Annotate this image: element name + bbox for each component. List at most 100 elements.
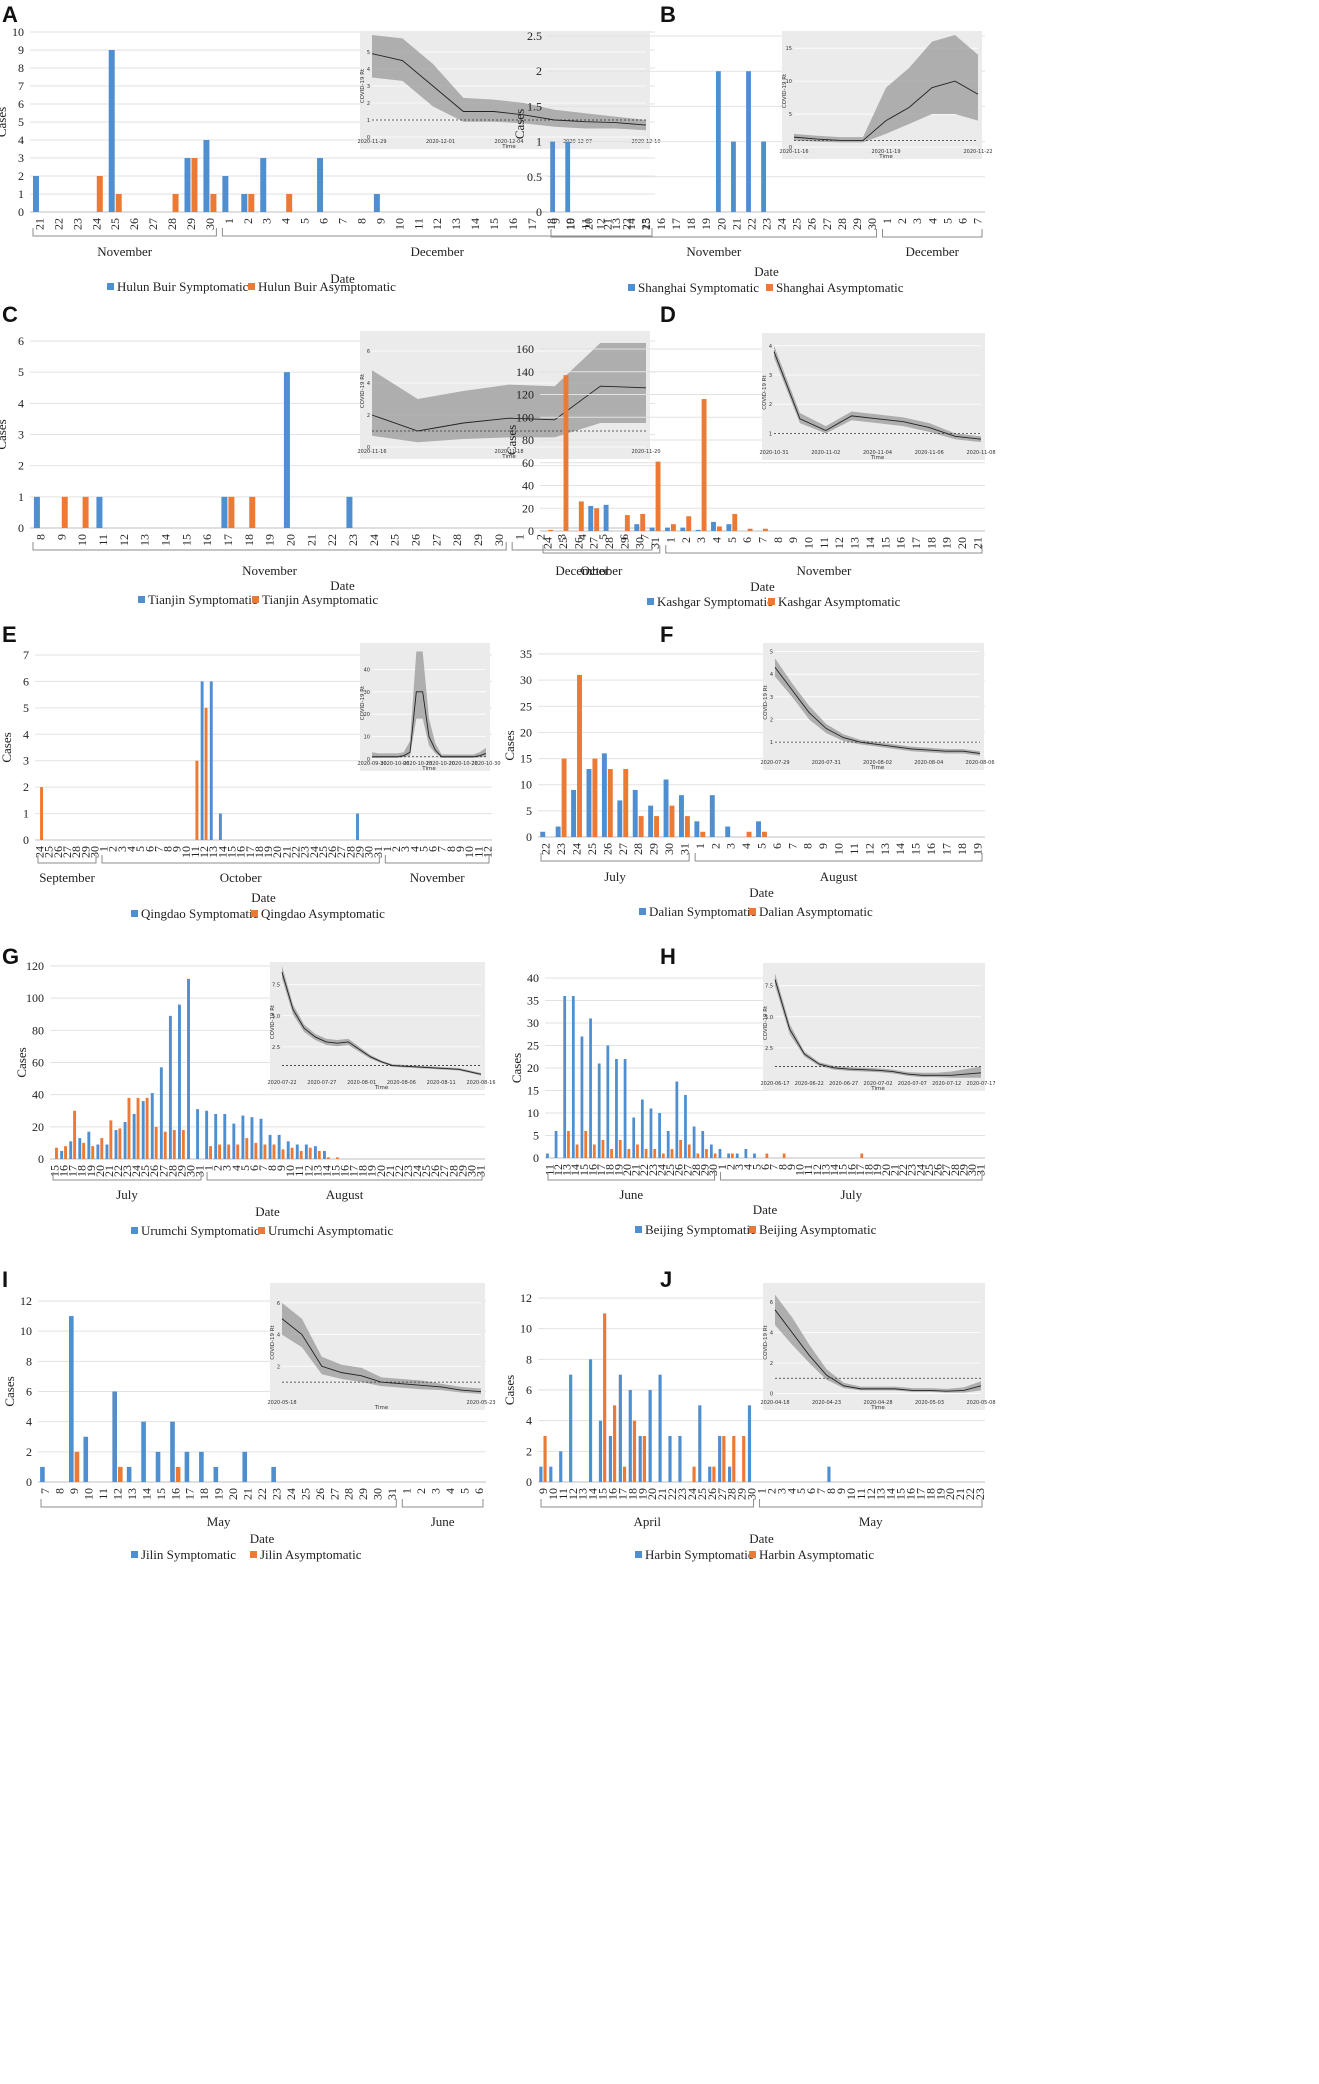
- x-tick-label: 31: [677, 843, 691, 855]
- bar-symptomatic: [554, 1131, 558, 1158]
- x-tick-label: 13: [878, 843, 892, 855]
- inset-x-tick: 2020-12-01: [426, 139, 455, 145]
- x-tick-label: 5: [416, 846, 430, 852]
- bar-asymptomatic: [163, 1131, 167, 1159]
- rt-inset: 5 4 3 2 1 2020-07-29 2020-07-31 2020-08-02 2020-…: [760, 643, 995, 771]
- x-tick-label: 18: [544, 218, 558, 230]
- bar-symptomatic: [678, 1436, 682, 1482]
- y-tick-label: 40: [522, 479, 534, 493]
- inset-x-tick: 2020-11-20: [631, 449, 660, 455]
- y-tick-label: 20: [32, 1120, 44, 1134]
- month-bracket: [40, 1499, 397, 1508]
- x-tick-label: 28: [342, 1488, 356, 1500]
- x-tick-label: 5: [238, 1165, 252, 1171]
- x-tick-label: 19: [212, 1488, 226, 1500]
- x-tick-label: 25: [556, 537, 570, 549]
- x-tick-label: 24: [89, 218, 103, 230]
- x-tick-label: 28: [446, 1165, 460, 1177]
- x-tick-label: 6: [804, 1488, 818, 1494]
- x-tick-label: 30: [965, 1164, 979, 1176]
- y-tick-label: 6: [18, 97, 24, 111]
- x-tick-label: 23: [401, 1165, 415, 1177]
- y-tick-label: 10: [12, 25, 24, 39]
- x-tick-label: 2: [723, 1164, 737, 1170]
- x-tick-label: 27: [156, 1165, 170, 1177]
- x-tick-label: 16: [168, 1488, 182, 1500]
- x-tick-label: 21: [279, 846, 293, 858]
- bar-symptomatic: [692, 1126, 696, 1158]
- x-tick-label: 22: [620, 218, 634, 230]
- rt-credible-band: [775, 658, 980, 756]
- inset-x-tick: 2020-04-23: [812, 1400, 841, 1406]
- x-tick-label: 27: [429, 534, 443, 546]
- x-tick-label: 20: [374, 1165, 388, 1177]
- x-tick-label: 13: [310, 1165, 324, 1177]
- x-tick-label: 20: [955, 537, 969, 549]
- x-tick-label: 9: [453, 846, 467, 852]
- x-tick-label: 15: [909, 843, 923, 855]
- bar-symptomatic: [827, 1466, 831, 1482]
- bar-symptomatic: [589, 1018, 592, 1158]
- legend-label: Urumchi Symptomatic: [141, 1223, 260, 1238]
- x-tick-label: 6: [955, 218, 969, 224]
- legend-label: Dalian Symptomatic: [649, 904, 756, 919]
- bar-symptomatic: [540, 831, 546, 837]
- x-tick-label: 17: [525, 218, 539, 230]
- rt-inset: 6 4 2 2020-05-18 2020-05-23 Time COVID-19 Rt: [267, 1283, 496, 1411]
- inset-y-tick: 6: [367, 349, 370, 355]
- bar-symptomatic: [126, 1466, 132, 1482]
- y-tick-label: 30: [527, 1016, 539, 1030]
- y-tick-label: 7: [18, 79, 24, 93]
- y-tick-label: 4: [526, 1414, 532, 1428]
- bar-symptomatic: [666, 1131, 670, 1158]
- inset-y-tick: 2: [277, 1364, 280, 1370]
- bar-asymptomatic: [249, 496, 256, 528]
- x-axis-title: Date: [251, 890, 276, 905]
- legend-swatch: [749, 1551, 756, 1558]
- x-tick-label: 13: [576, 1488, 590, 1500]
- x-tick-label: 15: [225, 846, 239, 858]
- inset-x-title: Time: [421, 766, 436, 772]
- bar-symptomatic: [632, 789, 638, 837]
- bar-symptomatic: [168, 1015, 172, 1159]
- y-tick-label: 0: [26, 1475, 32, 1489]
- x-tick-label: 16: [894, 537, 908, 549]
- x-axis-title: Date: [749, 1531, 774, 1546]
- panel-G: G020406080100120Cases1516171819202122232…: [2, 944, 496, 1238]
- month-label: November: [410, 870, 466, 885]
- x-tick-label: 5: [749, 1164, 763, 1170]
- bar-symptomatic: [178, 1004, 181, 1159]
- x-tick-label: 12: [862, 843, 876, 855]
- bar-symptomatic: [618, 1374, 622, 1482]
- bar-asymptomatic: [670, 524, 676, 531]
- x-tick-label: 20: [645, 1488, 659, 1500]
- month-bracket: [882, 229, 983, 238]
- bar-asymptomatic: [308, 1147, 312, 1159]
- bar-symptomatic: [598, 1420, 603, 1482]
- x-tick-label: 5: [725, 537, 739, 543]
- month-label: November: [796, 563, 852, 578]
- bar-asymptomatic: [692, 1466, 696, 1482]
- bar-asymptomatic: [701, 399, 707, 531]
- inset-y-tick: 4: [769, 344, 772, 350]
- bar-symptomatic: [628, 1390, 632, 1482]
- x-tick-label: 3: [554, 534, 568, 540]
- bar-asymptomatic: [705, 1149, 708, 1158]
- x-tick-label: 23: [675, 1488, 689, 1500]
- x-tick-label: 27: [437, 1165, 451, 1177]
- x-tick-label: 26: [147, 1165, 161, 1177]
- bar-symptomatic: [550, 141, 556, 212]
- inset-y-tick: 2: [770, 717, 773, 723]
- x-tick-label: 1: [755, 1488, 769, 1494]
- x-tick-label: 8: [801, 843, 815, 849]
- x-tick-label: 22: [539, 843, 553, 855]
- legend-label: Kashgar Symptomatic: [657, 594, 773, 609]
- bar-symptomatic: [132, 1113, 136, 1159]
- x-tick-label: 7: [256, 1165, 270, 1171]
- x-tick-label: 16: [585, 1164, 599, 1176]
- y-tick-label: 120: [26, 959, 44, 973]
- bar-asymptomatic: [638, 816, 644, 837]
- bar-symptomatic: [571, 789, 577, 837]
- bar-asymptomatic: [82, 496, 89, 528]
